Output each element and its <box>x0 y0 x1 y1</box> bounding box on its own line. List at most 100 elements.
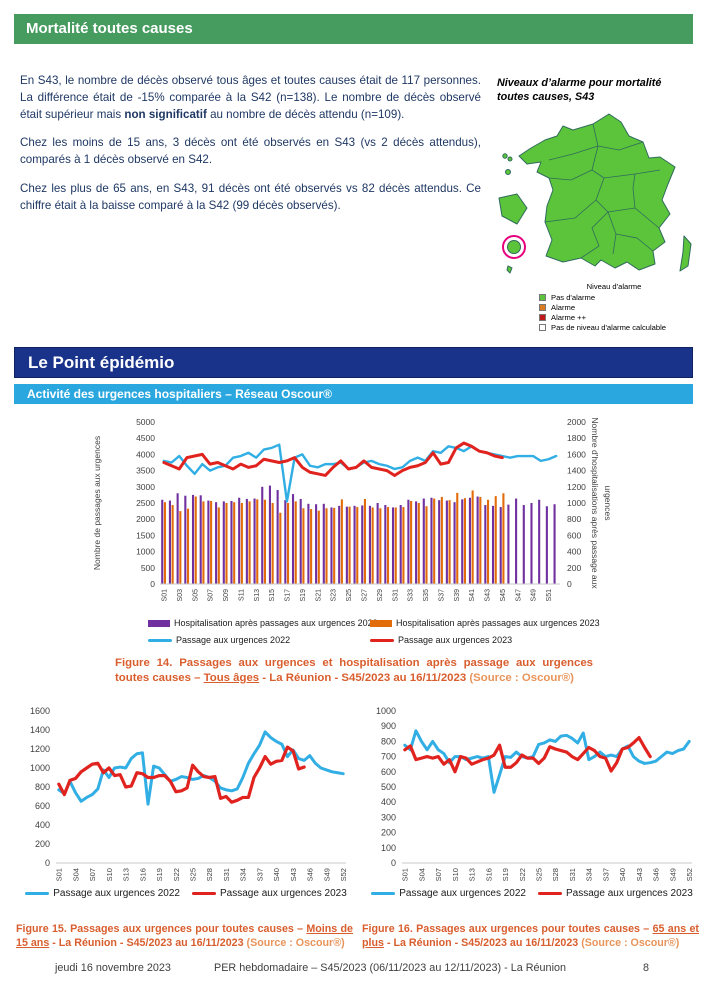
bar <box>245 498 248 584</box>
bar <box>171 505 174 584</box>
x-tick: S07 <box>88 868 97 881</box>
y-axis-title-right: urgences <box>603 486 613 521</box>
x-tick: S16 <box>138 868 147 881</box>
y-tick-right: 600 <box>567 530 581 540</box>
mayotte-shape <box>506 265 513 274</box>
chart-fig15-moins-15-ans: 0 200 400 600 800 1000 1200 1400 1600 S01 S04 S07 S1… <box>30 706 348 881</box>
guyane-shape <box>498 193 528 225</box>
fig14-caption: Figure 14. Passages aux urgences et hosp… <box>115 657 593 685</box>
fig14-caption-underlined: Tous âges <box>203 672 260 685</box>
mortality-paragraph-3: Chez les plus de 65 ans, en S43, 91 décè… <box>20 181 481 212</box>
x-tick: S01 <box>162 589 169 602</box>
bar <box>338 505 341 584</box>
bar <box>363 498 366 584</box>
x-tick: S03 <box>177 589 184 602</box>
line-series <box>57 745 306 804</box>
y-tick-left: 5000 <box>136 417 155 427</box>
oscour-subsection-title: Activité des urgences hospitaliers – Rés… <box>27 387 332 401</box>
y-tick-left: 500 <box>141 563 155 573</box>
y-tick-left: 0 <box>150 579 155 589</box>
bar <box>238 497 241 584</box>
line-series <box>57 730 345 806</box>
point-epidemio-banner: Le Point épidémio <box>14 347 693 378</box>
bar <box>294 501 297 584</box>
bar <box>538 499 541 584</box>
purple-bar-swatch-icon <box>148 619 170 627</box>
bar <box>299 498 302 584</box>
bar <box>279 512 282 584</box>
red-square-icon <box>539 314 546 322</box>
corsica-shape <box>679 235 692 272</box>
x-tick: S25 <box>534 868 543 881</box>
bar <box>545 506 548 584</box>
fig16-caption-underlined: 65 ans et plus <box>362 923 699 950</box>
bar <box>376 503 379 584</box>
x-tick: S07 <box>208 589 215 602</box>
y-tick-left: 200 <box>35 839 50 849</box>
bar <box>230 500 233 584</box>
bar <box>199 495 202 584</box>
bar <box>494 496 497 584</box>
fig15-caption: Figure 15. Passages aux urgences pour to… <box>16 923 353 950</box>
reunion-highlight-ring <box>502 235 526 260</box>
x-tick: S31 <box>392 589 399 602</box>
y-tick-left: 400 <box>381 797 396 807</box>
x-tick: S28 <box>551 868 560 881</box>
bar <box>268 485 271 584</box>
bar <box>368 505 371 584</box>
bar <box>445 500 448 584</box>
bar <box>345 506 348 584</box>
bar <box>261 486 264 584</box>
x-tick: S37 <box>255 868 264 881</box>
y-tick-left: 1600 <box>30 706 50 716</box>
guadeloupe-shape <box>502 153 508 159</box>
bar <box>207 500 210 584</box>
line-series <box>403 735 652 774</box>
footer-date: jeudi 16 novembre 2023 <box>55 962 171 974</box>
x-tick: S52 <box>339 868 348 881</box>
bar <box>291 494 295 584</box>
legend-item-alarme-plus: Alarme ++ <box>539 313 703 322</box>
x-tick: S19 <box>501 868 510 881</box>
y-tick-right: 0 <box>567 579 572 589</box>
x-tick: S17 <box>285 589 292 602</box>
y-tick-right: 1000 <box>567 498 586 508</box>
y-tick-left: 2500 <box>136 498 155 508</box>
y-tick-right: 1600 <box>567 449 586 459</box>
blue-line-swatch-icon <box>371 892 396 895</box>
bar <box>402 507 405 584</box>
mortality-paragraph-2: Chez les moins de 15 ans, 3 décès ont ét… <box>20 136 481 167</box>
y-tick-left: 600 <box>35 801 50 811</box>
mortality-section-title: Mortalité toutes causes <box>26 20 193 37</box>
bar <box>422 498 425 584</box>
bar <box>240 503 243 584</box>
bar <box>217 507 220 584</box>
x-tick: S45 <box>500 589 507 602</box>
line-series <box>162 441 504 477</box>
bar <box>276 490 279 584</box>
x-tick: S52 <box>685 868 694 881</box>
blue-line-swatch-icon <box>25 892 50 895</box>
bar <box>384 505 387 584</box>
bar <box>491 505 495 584</box>
y-axis-title-left: Nombre de passages aux urgences <box>92 436 102 570</box>
bar <box>184 495 187 584</box>
france-mainland-shape <box>518 113 676 271</box>
bar <box>310 509 313 584</box>
fig15-legend: Passage aux urgences 2022 Passage aux ur… <box>16 888 356 899</box>
x-tick: S22 <box>518 868 527 881</box>
bar <box>394 507 397 584</box>
y-tick-left: 900 <box>381 721 396 731</box>
bar <box>215 502 218 584</box>
bar <box>479 496 482 584</box>
x-tick: S22 <box>172 868 181 881</box>
fig14-caption-source: (Source : Oscour®) <box>469 672 574 685</box>
bar <box>233 502 236 584</box>
fig16-caption: Figure 16. Passages aux urgences pour to… <box>362 923 699 950</box>
y-tick-left: 1000 <box>376 706 396 716</box>
bar <box>179 511 182 584</box>
x-tick: S49 <box>531 589 538 602</box>
bar <box>263 499 266 584</box>
bar <box>379 508 382 584</box>
bar <box>333 507 336 584</box>
